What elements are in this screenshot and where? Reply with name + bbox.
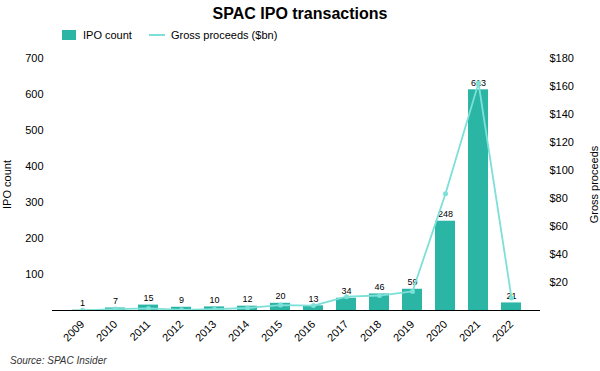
svg-text:$180: $180 — [550, 52, 574, 64]
svg-text:9: 9 — [179, 295, 184, 305]
svg-text:$160: $160 — [550, 80, 574, 92]
svg-text:2017: 2017 — [325, 318, 351, 344]
svg-text:2019: 2019 — [391, 318, 417, 344]
svg-text:500: 500 — [25, 124, 43, 136]
svg-text:20: 20 — [275, 291, 285, 301]
svg-text:248: 248 — [438, 209, 453, 219]
svg-text:600: 600 — [25, 88, 43, 100]
svg-text:$140: $140 — [550, 108, 574, 120]
svg-text:2009: 2009 — [61, 318, 87, 344]
svg-text:13: 13 — [308, 294, 318, 304]
svg-text:Gross proceeds: Gross proceeds — [588, 145, 600, 223]
svg-text:$80: $80 — [550, 192, 568, 204]
svg-text:$100: $100 — [550, 164, 574, 176]
svg-text:$120: $120 — [550, 136, 574, 148]
svg-text:700: 700 — [25, 52, 43, 64]
html-text:IPO count: IPO count — [83, 29, 132, 41]
svg-text:2015: 2015 — [259, 318, 285, 344]
svg-text:$60: $60 — [550, 220, 568, 232]
svg-text:21: 21 — [506, 291, 516, 301]
svg-text:1: 1 — [80, 298, 85, 308]
html-text:Gross proceeds ($bn): Gross proceeds ($bn) — [170, 29, 278, 41]
svg-text:34: 34 — [341, 286, 351, 296]
svg-text:2018: 2018 — [358, 318, 384, 344]
svg-text:12: 12 — [242, 294, 252, 304]
svg-text:2012: 2012 — [160, 318, 186, 344]
svg-text:IPO count: IPO count — [1, 160, 13, 209]
svg-text:2010: 2010 — [94, 318, 120, 344]
svg-text:15: 15 — [143, 293, 153, 303]
svg-text:2014: 2014 — [226, 318, 252, 344]
html-text:Source: SPAC Insider: Source: SPAC Insider — [10, 355, 107, 366]
svg-text:300: 300 — [25, 196, 43, 208]
svg-text:2020: 2020 — [424, 318, 450, 344]
html-text:SPAC IPO transactions: SPAC IPO transactions — [212, 5, 388, 22]
svg-text:$40: $40 — [550, 248, 568, 260]
svg-text:200: 200 — [25, 232, 43, 244]
svg-text:2011: 2011 — [127, 318, 152, 343]
svg-text:2021: 2021 — [457, 318, 483, 344]
svg-text:2013: 2013 — [193, 318, 219, 344]
svg-text:2016: 2016 — [292, 318, 318, 344]
svg-text:613: 613 — [471, 78, 486, 88]
svg-text:7: 7 — [113, 296, 118, 306]
svg-text:2022: 2022 — [490, 318, 516, 344]
svg-text:$20: $20 — [550, 276, 568, 288]
svg-text:46: 46 — [374, 282, 384, 292]
svg-text:59: 59 — [407, 277, 417, 287]
svg-text:400: 400 — [25, 160, 43, 172]
svg-text:10: 10 — [209, 295, 219, 305]
svg-text:100: 100 — [25, 268, 43, 280]
